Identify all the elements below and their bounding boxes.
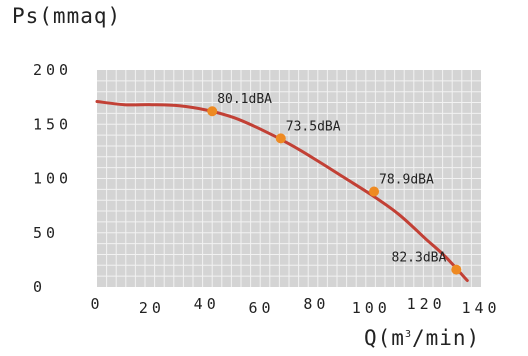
curve-layer xyxy=(95,100,469,282)
noise-point xyxy=(369,186,380,197)
points-layer xyxy=(207,106,462,275)
x-tick-label: 40 xyxy=(194,295,220,313)
x-tick-label: 100 xyxy=(352,299,391,317)
x-tick-labels: 0 20 40 60 80 100 120 140 xyxy=(90,295,500,317)
noise-point-label: 78.9dBA xyxy=(379,173,434,188)
y-tick-label: 50 xyxy=(33,224,59,242)
noise-point xyxy=(275,133,286,144)
y-tick-label: 0 xyxy=(33,278,46,296)
labels-layer: 80.1dBA 73.5dBA 78.9dBA 82.3dBA xyxy=(217,92,446,265)
noise-point-label: 82.3dBA xyxy=(392,251,447,266)
x-tick-label: 120 xyxy=(407,295,446,313)
x-axis-label-suffix: /min) xyxy=(411,326,481,350)
x-tick-label: 0 xyxy=(90,295,103,313)
x-tick-label: 20 xyxy=(139,299,165,317)
x-axis-label-prefix: Q(m xyxy=(364,326,405,350)
x-tick-label: 80 xyxy=(303,295,329,313)
y-tick-labels: 0 50 100 150 200 xyxy=(33,61,72,296)
noise-point-label: 80.1dBA xyxy=(217,92,272,107)
y-tick-label: 150 xyxy=(33,115,72,133)
x-tick-label: 140 xyxy=(461,299,500,317)
y-tick-label: 200 xyxy=(33,61,72,79)
y-axis-label: Ps(mmaq) xyxy=(12,4,122,28)
noise-point xyxy=(451,264,462,275)
pressure-curve xyxy=(95,100,469,282)
x-axis-label-superscript: 3 xyxy=(404,329,412,340)
noise-point-label: 73.5dBA xyxy=(286,119,341,134)
y-tick-label: 100 xyxy=(33,170,72,188)
x-axis-label: Q(m3/min) xyxy=(364,326,480,350)
x-tick-label: 60 xyxy=(249,299,275,317)
noise-point xyxy=(207,106,218,117)
